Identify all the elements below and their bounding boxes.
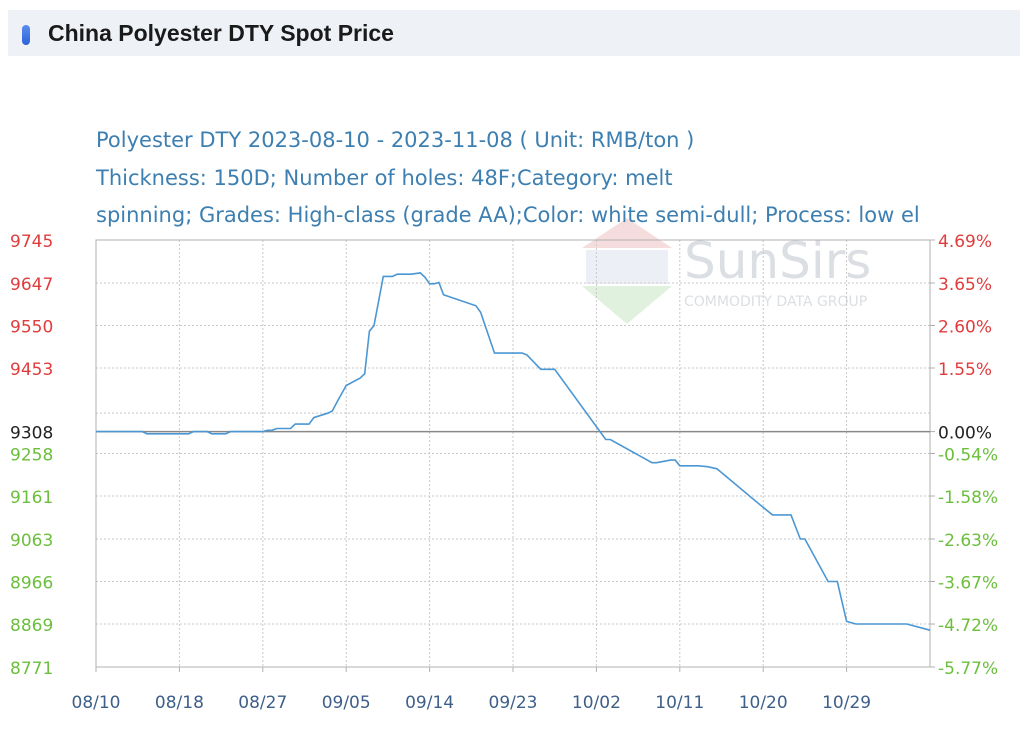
x-tick-label: 08/18: [155, 693, 204, 713]
watermark-tagline: COMMODITY DATA GROUP: [684, 294, 867, 310]
x-tick-label: 09/14: [405, 693, 454, 713]
x-tick-label: 08/27: [238, 693, 287, 713]
watermark-brand: SunSirs: [684, 232, 871, 290]
pct-tick-label: 0.00%: [938, 424, 992, 444]
y-tick-label: 9308: [10, 424, 53, 444]
pct-tick-label: -0.54%: [938, 446, 998, 466]
page-title: China Polyester DTY Spot Price: [48, 20, 394, 46]
chart-subtitle: Polyester DTY 2023-08-10 - 2023-11-08 ( …: [95, 128, 920, 227]
pct-tick-label: -2.63%: [938, 531, 998, 551]
sunsirs-watermark: SunSirs COMMODITY DATA GROUP: [582, 218, 871, 324]
y-axis-right: 4.69% 3.65% 2.60% 1.55% 0.00%-0.54% -1.58% -2.…: [930, 232, 998, 679]
pct-tick-label: -4.72%: [938, 616, 998, 636]
x-tick-label: 10/02: [572, 693, 621, 713]
y-tick-label: 8869: [10, 616, 53, 636]
chart-grid: [96, 240, 930, 667]
pct-tick-label: -3.67%: [938, 574, 998, 594]
y-tick-label: 9063: [10, 531, 53, 551]
x-tick-label: 09/23: [489, 693, 538, 713]
x-tick-label: 10/20: [739, 693, 788, 713]
x-tick-label: 09/05: [322, 693, 371, 713]
pct-tick-label: -5.77%: [938, 659, 998, 679]
watermark-block-icon: [586, 250, 668, 284]
pct-tick-label: -1.58%: [938, 488, 998, 508]
y-tick-label: 9647: [10, 275, 53, 295]
y-tick-label: 9258: [10, 446, 53, 466]
pct-tick-label: 1.55%: [938, 360, 992, 380]
y-tick-label: 9161: [10, 488, 53, 508]
y-tick-label: 9550: [10, 317, 53, 337]
pct-tick-label: 4.69%: [938, 232, 992, 252]
x-tick-label: 10/29: [822, 693, 871, 713]
watermark-base-icon: [582, 286, 672, 324]
x-tick-label: 08/10: [72, 693, 121, 713]
x-axis: 08/10 08/18 08/27 09/05 09/14 09/23 10/02 10/11…: [72, 667, 871, 713]
header-bar: China Polyester DTY Spot Price: [8, 10, 1020, 56]
subtitle-line: Polyester DTY 2023-08-10 - 2023-11-08 ( …: [96, 128, 694, 152]
y-tick-label: 8966: [10, 574, 53, 594]
y-tick-label: 9745: [10, 232, 53, 252]
subtitle-line: Thickness: 150D; Number of holes: 48F;Ca…: [95, 166, 673, 190]
y-tick-label: 8771: [10, 659, 53, 679]
header-marker-icon: [22, 25, 30, 45]
subtitle-line: spinning; Grades: High-class (grade AA);…: [96, 203, 920, 227]
pct-tick-label: 3.65%: [938, 275, 992, 295]
series-line-price: [96, 272, 931, 631]
y-tick-label: 9453: [10, 360, 53, 380]
pct-tick-label: 2.60%: [938, 317, 992, 337]
x-tick-label: 10/11: [655, 693, 704, 713]
